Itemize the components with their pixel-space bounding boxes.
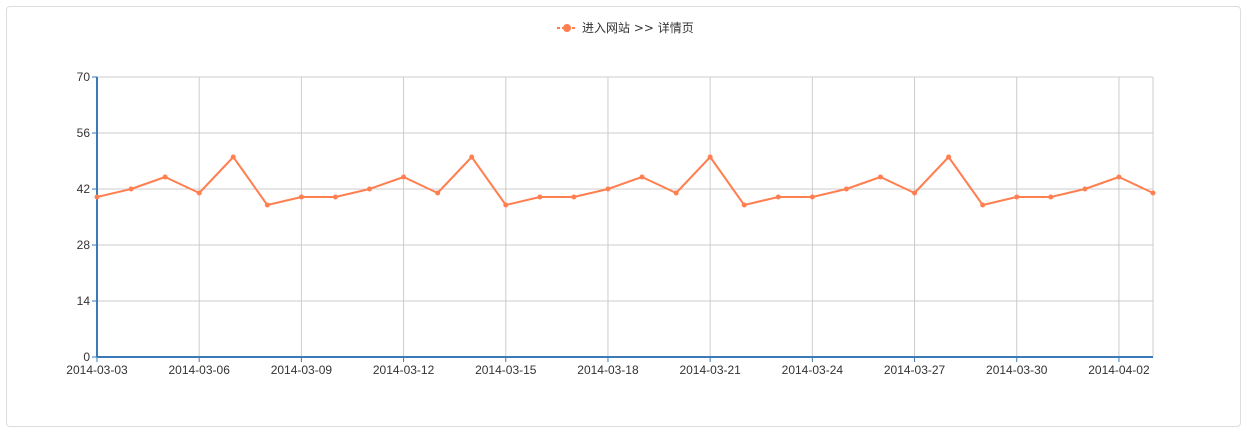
data-point[interactable] — [1014, 194, 1020, 200]
legend-entry-label: 进入网站 >> 详情页 — [582, 20, 694, 35]
data-point[interactable] — [912, 190, 918, 196]
y-tick-label: 28 — [77, 238, 91, 252]
x-tick-label: 2014-03-09 — [271, 363, 333, 377]
x-tick-label: 2014-03-27 — [884, 363, 946, 377]
data-point[interactable] — [809, 194, 815, 200]
data-point[interactable] — [128, 186, 134, 192]
data-point[interactable] — [1116, 174, 1122, 180]
data-point[interactable] — [162, 174, 168, 180]
x-tick-label: 2014-03-03 — [66, 363, 128, 377]
data-point[interactable] — [946, 154, 952, 160]
data-point[interactable] — [367, 186, 373, 192]
x-tick-label: 2014-03-15 — [475, 363, 537, 377]
data-point[interactable] — [196, 190, 202, 196]
legend-dot-marker — [563, 24, 571, 32]
data-point[interactable] — [639, 174, 645, 180]
data-point[interactable] — [435, 190, 441, 196]
data-point[interactable] — [503, 202, 509, 208]
x-tick-label: 2014-03-21 — [679, 363, 741, 377]
data-point[interactable] — [571, 194, 577, 200]
y-tick-label: 0 — [83, 350, 90, 364]
data-point[interactable] — [94, 194, 100, 200]
data-point[interactable] — [469, 154, 475, 160]
y-axis-tick-labels: 0 14 28 42 56 70 — [77, 70, 91, 364]
data-point[interactable] — [264, 202, 270, 208]
x-tick-label: 2014-03-18 — [577, 363, 639, 377]
data-point[interactable] — [298, 194, 304, 200]
legend[interactable]: 进入网站 >> 详情页 — [557, 20, 694, 35]
y-tick-label: 14 — [77, 294, 91, 308]
data-point[interactable] — [980, 202, 986, 208]
series-line[interactable] — [96, 156, 1154, 206]
series-group — [94, 154, 1156, 208]
data-point[interactable] — [605, 186, 611, 192]
data-point[interactable] — [401, 174, 407, 180]
data-point[interactable] — [707, 154, 713, 160]
data-point[interactable] — [741, 202, 747, 208]
x-tick-label: 2014-03-24 — [782, 363, 844, 377]
x-axis-tick-labels: 2014-03-03 2014-03-06 2014-03-09 2014-03-12… — [66, 363, 1150, 377]
y-tick-label: 56 — [77, 126, 91, 140]
data-point[interactable] — [775, 194, 781, 200]
data-point[interactable] — [1048, 194, 1054, 200]
y-tick-label: 42 — [77, 182, 91, 196]
y-tick-label: 70 — [77, 70, 91, 84]
data-point[interactable] — [843, 186, 849, 192]
x-tick-label: 2014-03-12 — [373, 363, 435, 377]
x-tick-label: 2014-04-02 — [1088, 363, 1150, 377]
data-point[interactable] — [877, 174, 883, 180]
axes — [92, 76, 1153, 362]
x-tick-label: 2014-03-30 — [986, 363, 1048, 377]
grid-lines — [97, 76, 1154, 357]
data-point[interactable] — [1082, 186, 1088, 192]
data-point[interactable] — [332, 194, 338, 200]
data-point[interactable] — [537, 194, 543, 200]
x-tick-label: 2014-03-06 — [168, 363, 230, 377]
data-point[interactable] — [673, 190, 679, 196]
data-point[interactable] — [230, 154, 236, 160]
data-point[interactable] — [1150, 190, 1156, 196]
